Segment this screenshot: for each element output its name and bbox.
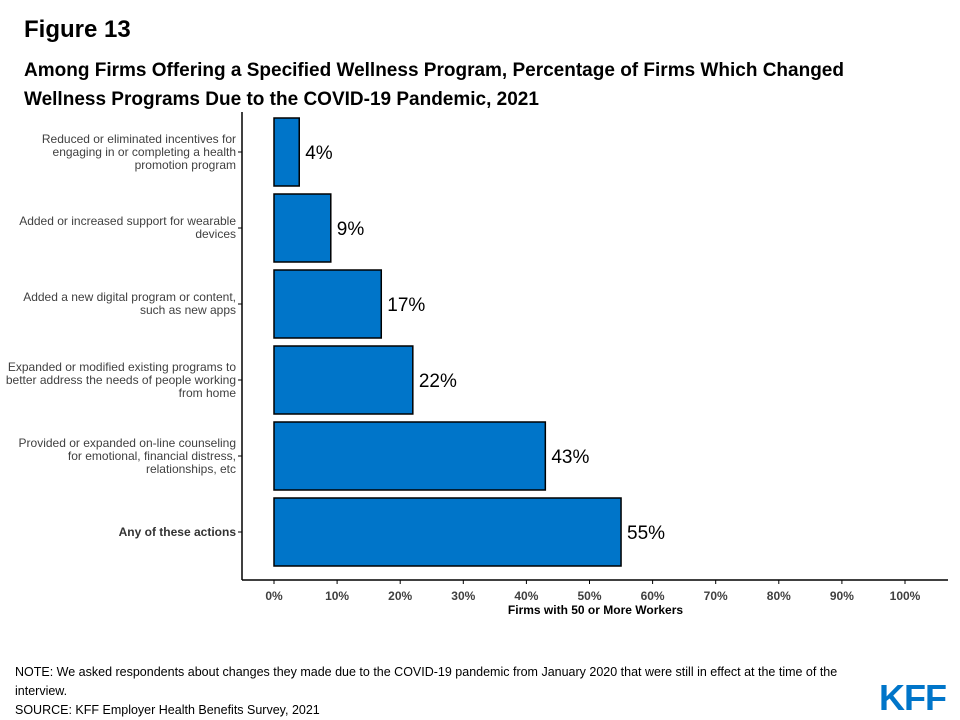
x-tick-label: 20% bbox=[388, 589, 412, 603]
x-tick-label: 70% bbox=[704, 589, 728, 603]
x-tick-label: 60% bbox=[641, 589, 665, 603]
x-tick-label: 90% bbox=[830, 589, 854, 603]
kff-logo: KFF bbox=[879, 677, 947, 718]
data-label: 17% bbox=[387, 295, 425, 316]
category-label: Expanded or modified existing programs t… bbox=[5, 359, 236, 400]
bar bbox=[273, 193, 332, 263]
x-tick-label: 0% bbox=[265, 589, 283, 603]
category-label: Any of these actions bbox=[118, 524, 236, 539]
x-tick-label: 40% bbox=[514, 589, 538, 603]
figure-label: Figure 13 bbox=[24, 16, 131, 43]
category-label: Reduced or eliminated incentives for eng… bbox=[41, 131, 236, 172]
x-axis-label: Firms with 50 or More Workers bbox=[508, 603, 683, 617]
x-tick-label: 50% bbox=[577, 589, 601, 603]
x-tick-label: 30% bbox=[451, 589, 475, 603]
x-tick-label: 100% bbox=[890, 589, 921, 603]
data-label: 43% bbox=[551, 447, 589, 468]
bar bbox=[273, 421, 547, 491]
bar bbox=[273, 117, 300, 187]
footnote: NOTE: We asked respondents about changes… bbox=[15, 663, 885, 720]
data-label: 22% bbox=[419, 371, 457, 392]
data-label: 9% bbox=[337, 219, 365, 240]
bar bbox=[273, 345, 414, 415]
bar bbox=[273, 497, 622, 567]
data-label: 55% bbox=[627, 523, 665, 544]
data-label: 4% bbox=[305, 143, 333, 164]
source-text: SOURCE: KFF Employer Health Benefits Sur… bbox=[15, 703, 320, 717]
x-tick-label: 10% bbox=[325, 589, 349, 603]
x-tick-label: 80% bbox=[767, 589, 791, 603]
chart-title: Among Firms Offering a Specified Wellnes… bbox=[24, 60, 844, 110]
note-text: NOTE: We asked respondents about changes… bbox=[15, 665, 838, 698]
bar bbox=[273, 269, 383, 339]
category-label: Added or increased support for wearable … bbox=[19, 214, 236, 241]
category-label: Added a new digital program or content, … bbox=[23, 290, 236, 317]
category-label: Provided or expanded on-line counseling … bbox=[18, 435, 236, 476]
